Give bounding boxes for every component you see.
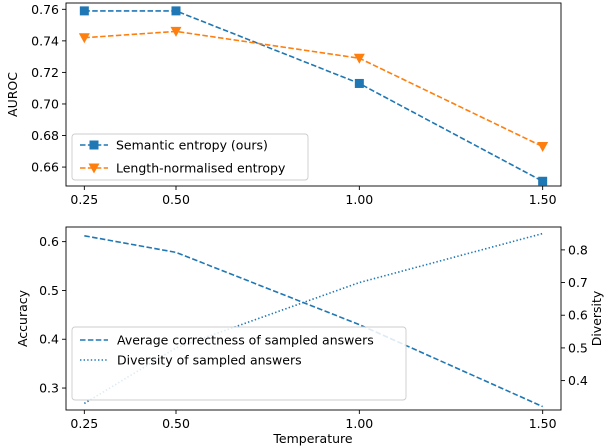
bottom-y-right-tick-label: 0.5 bbox=[568, 340, 588, 355]
top-y-tick-label: 0.72 bbox=[31, 65, 59, 80]
bottom-y-right-tick-label: 0.7 bbox=[568, 275, 588, 290]
top-plot-frame bbox=[65, 2, 562, 187]
bottom-legend: Average correctness of sampled answers D… bbox=[71, 326, 407, 401]
bottom-legend-box bbox=[71, 326, 407, 401]
bottom-y-right-tick-label: 0.4 bbox=[568, 373, 588, 388]
top-legend-marker-length bbox=[88, 163, 100, 174]
top-legend-label-semantic: Semantic entropy (ours) bbox=[116, 138, 268, 153]
top-y-tick-label: 0.68 bbox=[31, 128, 59, 143]
top-series-group bbox=[78, 6, 549, 186]
top-series-line-1 bbox=[84, 30, 544, 148]
top-x-tick-label: 1.00 bbox=[345, 192, 373, 207]
bottom-y-tick-label: 0.6 bbox=[39, 234, 59, 249]
top-series-1-point bbox=[537, 142, 549, 153]
top-x-tick-label: 1.50 bbox=[529, 192, 557, 207]
top-series-1-point bbox=[353, 53, 365, 64]
top-ticks-group: 0.25 0.50 1.00 1.50 0.66 0.68 0.70 0.72 0.74 0.76 bbox=[31, 2, 556, 207]
bottom-series-line-1 bbox=[83, 232, 543, 405]
bottom-series-line-0 bbox=[84, 234, 543, 408]
bottom-y-tick-label: 0.5 bbox=[39, 283, 59, 298]
bottom-legend-label-correctness: Average correctness of sampled answers bbox=[117, 333, 374, 348]
bottom-x-tick-label: 1.50 bbox=[529, 416, 557, 431]
top-series-0-point bbox=[354, 78, 364, 88]
top-series-1-point bbox=[170, 26, 182, 37]
top-chart: AUROC 0.25 0.50 1.00 1.500.660.680.700.720.… bbox=[5, 2, 562, 207]
top-legend-box bbox=[71, 133, 309, 181]
bottom-series-group bbox=[83, 232, 543, 408]
bottom-y-right-tick-label: 0.6 bbox=[568, 308, 588, 323]
top-x-tick-label: 0.50 bbox=[162, 192, 190, 207]
top-y-tick-label: 0.70 bbox=[31, 96, 59, 111]
top-series-1-point bbox=[78, 33, 90, 44]
bottom-legend-label-diversity: Diversity of sampled answers bbox=[117, 353, 302, 368]
bottom-x-axis-title: Temperature bbox=[272, 431, 352, 446]
top-series-0-point bbox=[538, 176, 548, 186]
top-x-tick-label: 0.25 bbox=[70, 192, 98, 207]
top-y-axis-title: AUROC bbox=[5, 72, 20, 117]
top-y-tick-label: 0.76 bbox=[31, 2, 59, 17]
bottom-y-tick-label: 0.3 bbox=[39, 381, 59, 396]
top-series-0-point bbox=[79, 6, 89, 16]
bottom-x-tick-label: 1.00 bbox=[345, 416, 373, 431]
bottom-y-axis-title-right: Diversity bbox=[589, 290, 604, 346]
top-y-tick-label: 0.66 bbox=[31, 160, 59, 175]
top-legend-marker-semantic bbox=[89, 140, 99, 150]
top-y-tick-label: 0.74 bbox=[31, 33, 59, 48]
bottom-x-tick-label: 0.25 bbox=[70, 416, 98, 431]
top-series-0-point bbox=[171, 6, 181, 16]
bottom-chart: Accuracy Diversity Temperature 0.25 0.50 1… bbox=[15, 226, 604, 446]
bottom-y-tick-label: 0.4 bbox=[39, 332, 59, 347]
bottom-plot-frame bbox=[65, 226, 562, 411]
top-legend: Semantic entropy (ours) Length-normalise… bbox=[71, 133, 309, 181]
top-series-line-0 bbox=[84, 10, 544, 182]
bottom-y-axis-title: Accuracy bbox=[15, 289, 30, 347]
top-legend-label-length: Length-normalised entropy bbox=[116, 161, 286, 176]
bottom-y-right-tick-label: 0.8 bbox=[568, 242, 588, 257]
bottom-ticks-group: 0.25 0.50 1.00 1.50 0.3 0.4 0.5 0.6 0.4 0.5 0.6 0.7… bbox=[39, 234, 588, 431]
bottom-x-tick-label: 0.50 bbox=[162, 416, 190, 431]
